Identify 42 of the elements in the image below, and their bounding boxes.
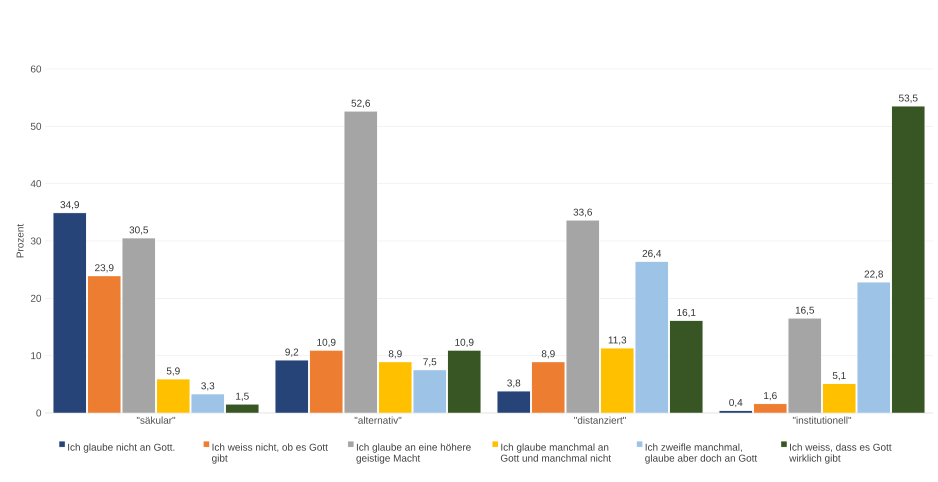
data-label: 1,5 [236,392,249,401]
data-label: 3,3 [201,382,214,391]
legend-label: Ich glaube nicht an Gott. [68,443,174,453]
data-label: 10,9 [317,338,336,347]
y-axis-title: Prozent [16,224,24,258]
data-label: 1,6 [764,392,777,400]
y-tick-label: 0 [36,409,42,417]
y-tick-label: 40 [30,180,42,188]
y-tick-label: 30 [30,237,42,245]
data-label: 9,2 [285,348,298,357]
data-label: 5,1 [832,372,846,380]
data-label: 5,9 [166,367,180,376]
data-label: 8,9 [388,350,402,358]
data-label: 52,6 [351,100,370,108]
x-tick-label: "distanziert" [574,416,626,424]
data-label: 3,8 [507,379,520,388]
data-label: 10,9 [455,338,474,347]
y-tick-label: 60 [30,65,42,73]
data-label: 33,6 [573,208,592,217]
legend-label: Ich zweifle manchmal, glaube aber doch an Gott [645,443,758,464]
data-label: 16,1 [677,308,696,318]
data-label: 8,9 [542,350,555,358]
x-tick-label: "institutionell" [792,416,852,424]
data-label: 23,9 [95,264,114,272]
data-label: 22,8 [864,270,884,279]
data-label: 16,5 [796,306,814,315]
y-tick-label: 50 [30,122,42,130]
x-tick-label: "säkular" [136,416,176,424]
x-tick-label: "alternativ" [354,416,402,424]
data-label: 53,5 [898,94,918,103]
legend-label: Ich weiss, dass es Gott wirklich gibt [789,443,892,464]
legend-label: Ich glaube manchmal an Gott und manchmal nicht [500,443,612,462]
data-label: 26,4 [642,250,662,258]
y-tick-label: 10 [31,352,42,360]
data-label: 0,4 [729,398,742,408]
data-label: 34,9 [60,201,79,210]
y-tick-label: 20 [30,294,42,302]
data-label: 11,3 [608,336,626,345]
data-label: 7,5 [423,358,436,366]
data-label: 30,5 [129,226,148,235]
legend-label: Ich glaube an eine höhere geistige Macht [356,443,471,464]
legend-label: Ich weiss nicht, ob es Gott gibt [212,443,328,464]
